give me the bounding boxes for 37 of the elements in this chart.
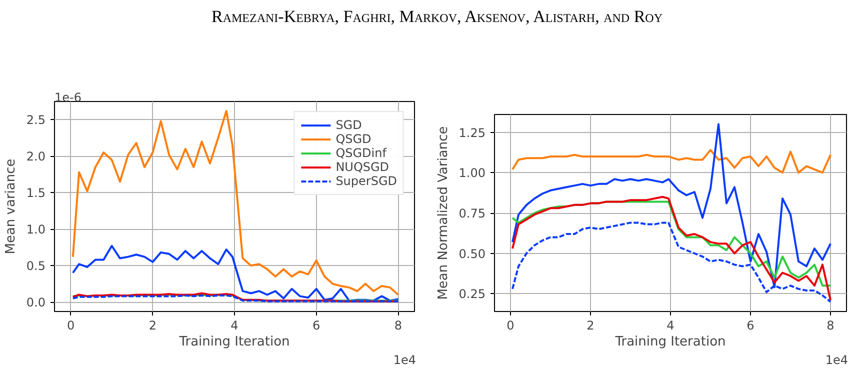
x-axis-title: Training Iteration bbox=[178, 334, 290, 350]
legend-label: SuperSGD bbox=[336, 174, 397, 188]
text: 1e4 bbox=[824, 353, 848, 367]
y-tick-label: 0.0 bbox=[26, 296, 46, 310]
x-tick-label: 8 bbox=[394, 318, 402, 332]
x-tick-label: 2 bbox=[148, 318, 157, 332]
legend-label: SGD bbox=[336, 118, 362, 132]
y-axis-title: Mean Normalized Variance bbox=[436, 126, 451, 300]
y-tick-label: 1.25 bbox=[458, 126, 486, 140]
y-tick-label: 2.0 bbox=[26, 150, 46, 164]
legend-label: NUQSGD bbox=[336, 160, 390, 174]
x-tick-label: 2 bbox=[586, 318, 594, 332]
y-tick-label: 1.5 bbox=[26, 186, 46, 200]
x-tick-label: 4 bbox=[666, 318, 674, 332]
legend-label: QSGDinf bbox=[336, 146, 386, 160]
x-tick-label: 0 bbox=[67, 318, 75, 332]
x-axis-title: Training Iteration bbox=[614, 334, 726, 350]
x-tick-label: 0 bbox=[506, 318, 514, 332]
y-tick-label: 0.25 bbox=[458, 287, 486, 302]
y-tick-label: 1.00 bbox=[458, 166, 486, 180]
x-tick-label: 6 bbox=[312, 318, 320, 332]
line-series bbox=[512, 196, 832, 302]
line-series bbox=[512, 149, 832, 174]
legend-label: QSGD bbox=[336, 132, 372, 146]
y-axis-title: Mean variance bbox=[3, 158, 18, 254]
y-tick-label: 1.0 bbox=[26, 222, 46, 237]
x-tick-label: 4 bbox=[230, 318, 238, 332]
annotation: 1e-6 bbox=[54, 90, 82, 104]
y-tick-label: 0.5 bbox=[26, 259, 46, 274]
text: 1e4 bbox=[392, 353, 416, 367]
x-tick-label: 6 bbox=[746, 318, 754, 332]
y-tick-label: 0.50 bbox=[458, 246, 486, 261]
x-tick-label: 8 bbox=[826, 318, 834, 332]
y-tick-label: 2.5 bbox=[26, 113, 46, 128]
chart-title: Ramezani-Kebrya, Faghri, Markov, Aksenov, Alistarh, and Roy bbox=[210, 6, 664, 28]
y-tick-label: 0.75 bbox=[458, 206, 486, 220]
line-series bbox=[72, 110, 400, 296]
